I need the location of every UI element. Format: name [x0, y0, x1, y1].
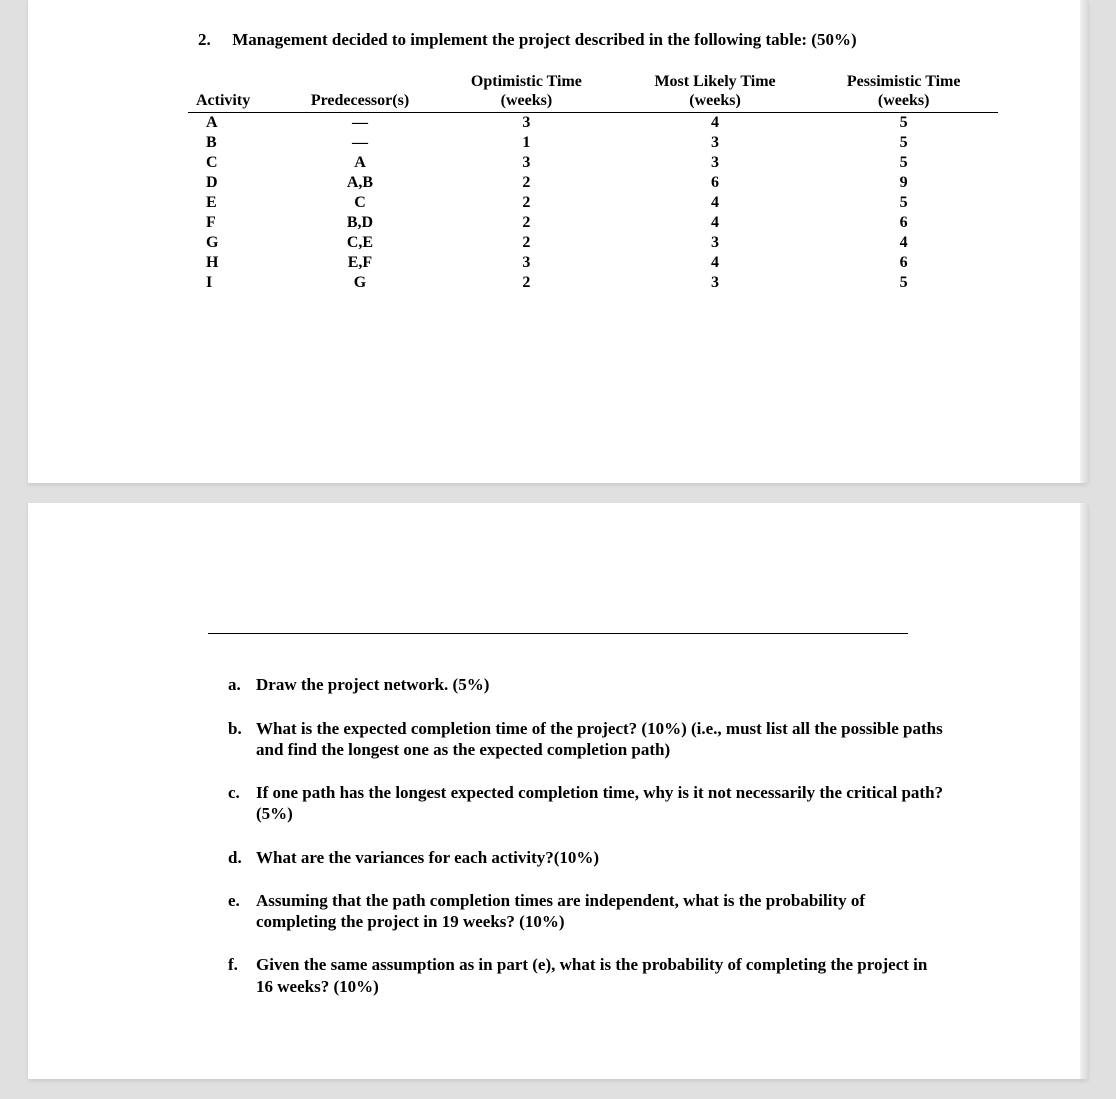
cell-predecessor: A,B	[288, 173, 432, 193]
table-row: GC,E234	[188, 233, 998, 253]
cell-predecessor: —	[288, 113, 432, 134]
sub-letter: c.	[228, 782, 256, 825]
table-row: CA335	[188, 153, 998, 173]
cell-predecessor: E,F	[288, 253, 432, 273]
cell-mostlikely: 3	[621, 153, 810, 173]
table-header-row: Activity Predecessor(s) Optimistic Time …	[188, 70, 998, 113]
sub-letter: f.	[228, 954, 256, 997]
table-row: IG235	[188, 273, 998, 293]
question-header: 2. Management decided to implement the p…	[198, 30, 1028, 50]
cell-optimistic: 1	[432, 133, 621, 153]
cell-mostlikely: 3	[621, 273, 810, 293]
sub-text: Assuming that the path completion times …	[256, 890, 948, 933]
question-number: 2.	[198, 30, 228, 50]
horizontal-rule	[208, 633, 908, 634]
cell-optimistic: 2	[432, 173, 621, 193]
col-pessimistic: Pessimistic Time (weeks)	[809, 70, 998, 113]
col-optimistic: Optimistic Time (weeks)	[432, 70, 621, 113]
cell-predecessor: G	[288, 273, 432, 293]
cell-predecessor: —	[288, 133, 432, 153]
cell-pessimistic: 5	[809, 273, 998, 293]
table-row: B—135	[188, 133, 998, 153]
cell-activity: G	[188, 233, 288, 253]
page-1: 2. Management decided to implement the p…	[28, 0, 1088, 483]
sub-letter: e.	[228, 890, 256, 933]
table-row: FB,D246	[188, 213, 998, 233]
sub-text: What is the expected completion time of …	[256, 718, 948, 761]
sub-question-f: f. Given the same assumption as in part …	[228, 954, 948, 997]
cell-activity: I	[188, 273, 288, 293]
cell-optimistic: 3	[432, 113, 621, 134]
table-row: DA,B269	[188, 173, 998, 193]
cell-predecessor: B,D	[288, 213, 432, 233]
sub-letter: b.	[228, 718, 256, 761]
cell-optimistic: 2	[432, 233, 621, 253]
cell-optimistic: 2	[432, 273, 621, 293]
page-2: a. Draw the project network. (5%) b. Wha…	[28, 503, 1088, 1079]
cell-pessimistic: 4	[809, 233, 998, 253]
cell-activity: H	[188, 253, 288, 273]
cell-activity: E	[188, 193, 288, 213]
cell-pessimistic: 6	[809, 213, 998, 233]
cell-activity: B	[188, 133, 288, 153]
sub-text: Given the same assumption as in part (e)…	[256, 954, 948, 997]
table-row: EC245	[188, 193, 998, 213]
cell-mostlikely: 4	[621, 253, 810, 273]
cell-activity: D	[188, 173, 288, 193]
cell-optimistic: 3	[432, 253, 621, 273]
cell-predecessor: C	[288, 193, 432, 213]
cell-mostlikely: 4	[621, 113, 810, 134]
cell-pessimistic: 5	[809, 153, 998, 173]
sub-text: If one path has the longest expected com…	[256, 782, 948, 825]
cell-pessimistic: 5	[809, 113, 998, 134]
cell-mostlikely: 4	[621, 213, 810, 233]
cell-optimistic: 2	[432, 213, 621, 233]
col-predecessor: Predecessor(s)	[288, 70, 432, 113]
cell-activity: F	[188, 213, 288, 233]
table-row: HE,F346	[188, 253, 998, 273]
cell-pessimistic: 5	[809, 193, 998, 213]
sub-question-d: d. What are the variances for each activ…	[228, 847, 948, 868]
cell-predecessor: C,E	[288, 233, 432, 253]
cell-mostlikely: 3	[621, 233, 810, 253]
sub-letter: d.	[228, 847, 256, 868]
cell-mostlikely: 4	[621, 193, 810, 213]
cell-pessimistic: 9	[809, 173, 998, 193]
cell-mostlikely: 6	[621, 173, 810, 193]
col-activity: Activity	[188, 70, 288, 113]
sub-text: Draw the project network. (5%)	[256, 674, 948, 695]
cell-pessimistic: 5	[809, 133, 998, 153]
question-text: Management decided to implement the proj…	[232, 30, 856, 49]
sub-letter: a.	[228, 674, 256, 695]
sub-question-e: e. Assuming that the path completion tim…	[228, 890, 948, 933]
cell-optimistic: 3	[432, 153, 621, 173]
sub-text: What are the variances for each activity…	[256, 847, 948, 868]
activity-table: Activity Predecessor(s) Optimistic Time …	[188, 70, 998, 293]
cell-optimistic: 2	[432, 193, 621, 213]
col-mostlikely: Most Likely Time (weeks)	[621, 70, 810, 113]
sub-question-c: c. If one path has the longest expected …	[228, 782, 948, 825]
cell-pessimistic: 6	[809, 253, 998, 273]
sub-questions: a. Draw the project network. (5%) b. Wha…	[228, 674, 948, 997]
sub-question-b: b. What is the expected completion time …	[228, 718, 948, 761]
sub-question-a: a. Draw the project network. (5%)	[228, 674, 948, 695]
cell-activity: A	[188, 113, 288, 134]
cell-activity: C	[188, 153, 288, 173]
cell-mostlikely: 3	[621, 133, 810, 153]
cell-predecessor: A	[288, 153, 432, 173]
table-row: A—345	[188, 113, 998, 134]
